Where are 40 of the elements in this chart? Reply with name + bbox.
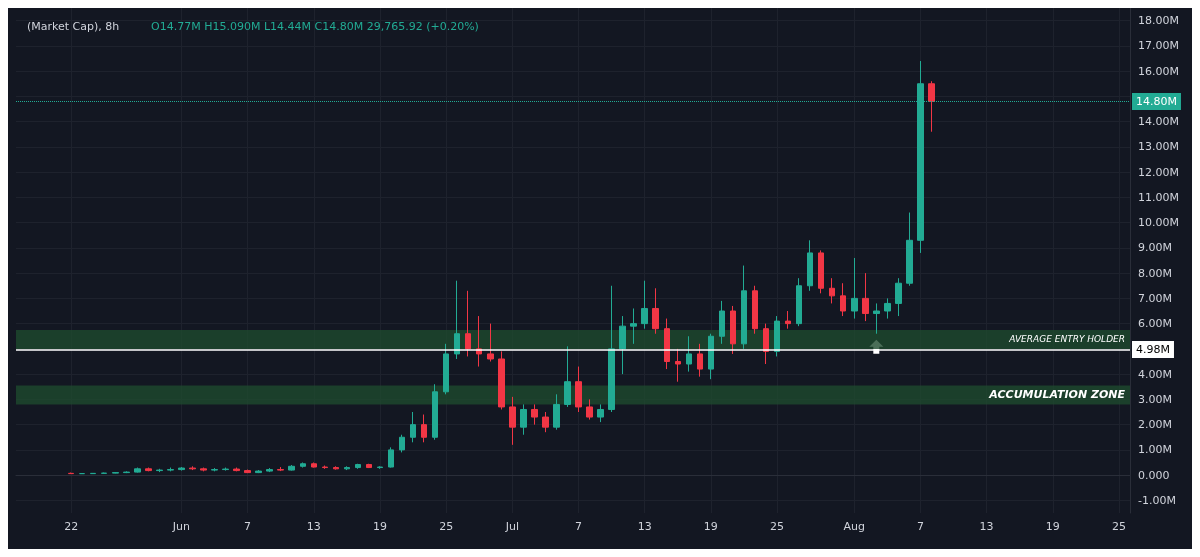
ref-line-label: 14.80M xyxy=(1136,94,1177,108)
x-tick-label: 25 xyxy=(770,520,785,533)
y-tick-label: 3.00M xyxy=(1138,392,1172,406)
x-tick-label: 25 xyxy=(439,520,454,533)
y-tick-label: 17.00M xyxy=(1138,39,1179,53)
y-tick-label: 0.000 xyxy=(1138,468,1170,482)
y-tick-label: 9.00M xyxy=(1138,241,1172,255)
text: (Market Cap), 8h xyxy=(27,20,120,33)
x-tick-label: 13 xyxy=(637,520,652,533)
x-tick-label: 13 xyxy=(306,520,321,533)
y-tick-label: -1.00M xyxy=(1138,493,1176,507)
ref-line-label: 4.98M xyxy=(1136,342,1170,356)
x-tick-label: 19 xyxy=(1045,520,1060,533)
text: O14.77M H15.090M L14.44M C14.80M 29,765.92 (+0.20%) xyxy=(151,20,479,33)
y-tick-label: 16.00M xyxy=(1138,64,1179,78)
y-tick-label: 1.00M xyxy=(1138,443,1172,457)
x-tick-label: 19 xyxy=(372,520,387,533)
y-tick-label: 12.00M xyxy=(1138,165,1179,179)
x-tick-label: 19 xyxy=(703,520,718,533)
band-label: ACCUMULATION ZONE xyxy=(988,388,1126,402)
x-tick-label: Jul xyxy=(504,520,519,533)
y-tick-label: 10.00M xyxy=(1138,216,1179,230)
x-tick-label: 7 xyxy=(244,520,252,533)
y-tick-label: 18.00M xyxy=(1138,14,1179,28)
y-tick-label: 8.00M xyxy=(1138,266,1172,280)
y-tick-label: 11.00M xyxy=(1138,190,1179,204)
y-tick-label: 4.00M xyxy=(1138,367,1172,381)
x-tick-label: 13 xyxy=(979,520,994,533)
y-tick-label: 13.00M xyxy=(1138,140,1179,154)
x-tick-label: 7 xyxy=(916,520,924,533)
y-tick-label: 6.00M xyxy=(1138,317,1172,331)
x-tick-label: 25 xyxy=(1111,520,1126,533)
x-tick-label: 22 xyxy=(64,520,79,533)
band-label: AVERAGE ENTRY HOLDER xyxy=(1008,334,1125,345)
y-tick-label: 2.00M xyxy=(1138,418,1172,432)
y-tick-label: 14.00M xyxy=(1138,115,1179,129)
x-tick-label: 7 xyxy=(575,520,583,533)
x-tick-label: Jun xyxy=(171,520,191,533)
y-tick-label: 7.00M xyxy=(1138,291,1172,305)
x-tick-label: Aug xyxy=(843,520,865,533)
